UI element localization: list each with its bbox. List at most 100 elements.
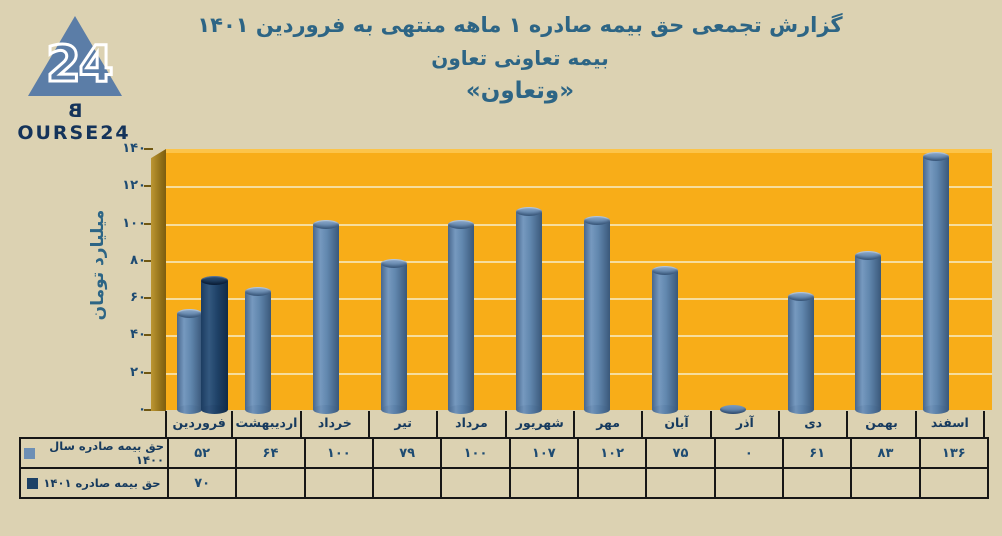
table-value-s2-m12 xyxy=(920,469,987,497)
table-value-s1-m12: ۱۳۶ xyxy=(920,439,987,467)
logo-triangle-icon xyxy=(28,16,122,96)
bar-slot-9 xyxy=(710,149,778,414)
month-label-7: مهر xyxy=(575,411,644,437)
bar-1400-6 xyxy=(516,206,543,415)
table-value-s2-m9 xyxy=(715,469,782,497)
month-label-4: تیر xyxy=(370,411,439,437)
month-label-9: آذر xyxy=(712,411,780,437)
bar-slot-5 xyxy=(438,149,506,415)
y-tick-label: ۰ xyxy=(138,402,146,417)
table-value-s1-m4: ۷۹ xyxy=(374,439,441,467)
table-value-s2-m11 xyxy=(852,469,919,497)
table-value-s1-m5: ۱۰۰ xyxy=(442,439,509,467)
bar-slot-3 xyxy=(303,149,371,415)
y-tick-label: ۴۰ xyxy=(130,327,146,343)
table-value-s2-m2 xyxy=(237,469,304,497)
month-label-10: دی xyxy=(780,411,849,437)
table-value-s2-m3 xyxy=(305,469,372,497)
table-value-s1-m1: ۵۲ xyxy=(169,439,236,467)
table-value-s1-m9: ۰ xyxy=(715,439,782,467)
gridline xyxy=(166,372,992,375)
table-value-s2-m6 xyxy=(510,469,577,497)
bar-1400-10 xyxy=(787,292,814,414)
bourse24-logo: 24 BOURSE24 xyxy=(12,8,136,144)
bar-slot-6 xyxy=(506,149,574,415)
table-value-s1-m3: ۱۰۰ xyxy=(305,439,372,467)
y-tick-mark xyxy=(144,297,153,300)
y-tick-mark xyxy=(144,334,153,337)
legend-marker-icon xyxy=(24,447,35,459)
legend-series-1401: حق بیمه صادره ۱۴۰۱ xyxy=(21,469,167,497)
chart-3d-wall xyxy=(151,149,166,411)
table-value-s1-m11: ۸۳ xyxy=(852,439,919,467)
bar-1400-7 xyxy=(584,215,610,415)
logo-brand-b: B xyxy=(65,100,83,122)
bar-slot-10 xyxy=(778,149,846,414)
month-label-11: بهمن xyxy=(848,411,917,437)
bar-1400-11 xyxy=(855,251,882,414)
bar-1400-12 xyxy=(923,152,950,414)
table-value-s1-m8: ۷۵ xyxy=(647,439,714,467)
bar-slot-2 xyxy=(235,149,303,415)
y-tick-label: ۲۰ xyxy=(130,364,146,380)
table-value-s2-m8 xyxy=(647,469,714,497)
gridline xyxy=(166,223,992,226)
chart-title-line2: بیمه تعاونی تعاون xyxy=(431,46,609,70)
y-tick-label: ۶۰ xyxy=(130,290,146,306)
table-value-s1-m6: ۱۰۷ xyxy=(510,439,577,467)
y-tick-label: ۱۰۰ xyxy=(122,215,146,231)
table-value-s1-m2: ۶۴ xyxy=(237,439,304,467)
logo-brand-rest: OURSE24 xyxy=(17,122,131,144)
bar-1400-2 xyxy=(244,286,271,415)
gridline xyxy=(166,335,992,338)
chart-title-line3: «وتعاون» xyxy=(465,78,575,104)
bar-slot-8 xyxy=(642,149,710,414)
chart-title-line1: گزارش تجمعی حق بیمه صادره ۱ ماهه منتهی ب… xyxy=(197,13,843,37)
bar-slot-11 xyxy=(845,149,913,414)
bar-1400-8 xyxy=(651,266,678,414)
month-row-spacer xyxy=(19,411,165,437)
bar-1400-1 xyxy=(177,309,202,414)
y-tick-label: ۱۴۰ xyxy=(122,141,146,156)
y-tick-mark xyxy=(144,148,153,150)
y-tick-mark xyxy=(144,409,153,411)
bar-slot-7 xyxy=(574,149,642,415)
table-value-s2-m5 xyxy=(442,469,509,497)
month-label-12: اسفند xyxy=(917,411,985,437)
bar-slot-12 xyxy=(913,149,981,414)
x-axis-month-row: فروردین اردیبهشت خرداد تیر مرداد شهریور مهر آبا… xyxy=(19,411,985,437)
table-value-s2-m4 xyxy=(374,469,441,497)
month-label-1: فروردین xyxy=(165,411,234,437)
legend-marker-icon xyxy=(27,477,39,489)
bar-1400-4 xyxy=(380,258,407,415)
table-value-s2-m7 xyxy=(579,469,646,497)
bar-1400-zero-disc xyxy=(719,405,746,414)
y-tick-label: ۸۰ xyxy=(130,252,146,268)
bar-1401-1 xyxy=(201,275,228,414)
y-tick-mark xyxy=(144,259,153,262)
plot-top-bevel xyxy=(166,149,992,153)
bar-1400-5 xyxy=(448,219,475,415)
chart-title-block: گزارش تجمعی حق بیمه صادره ۱ ماهه منتهی ب… xyxy=(150,10,890,106)
y-tick-mark xyxy=(144,371,153,374)
gridline xyxy=(166,186,992,189)
bars-container xyxy=(167,149,981,415)
month-label-5: مرداد xyxy=(438,411,507,437)
data-table: حق بیمه صادره سال ۱۴۰۰ ۵۲ ۶۴ ۱۰۰ ۷۹ ۱۰۰ ۱۰۷ ۱۰۲… xyxy=(19,437,989,499)
logo-24-text: 24 xyxy=(45,34,116,95)
month-label-3: خرداد xyxy=(302,411,370,437)
table-value-s1-m7: ۱۰۲ xyxy=(579,439,646,467)
month-label-2: اردیبهشت xyxy=(233,411,302,437)
y-tick-mark xyxy=(144,222,153,225)
y-tick-label: ۱۲۰ xyxy=(122,178,146,194)
month-label-8: آبان xyxy=(643,411,712,437)
legend-series-1400: حق بیمه صادره سال ۱۴۰۰ xyxy=(21,439,167,467)
bar-1400-3 xyxy=(312,219,339,415)
table-value-s2-m10 xyxy=(784,469,851,497)
table-value-s1-m10: ۶۱ xyxy=(784,439,851,467)
legend-label: حق بیمه صادره سال ۱۴۰۰ xyxy=(49,439,164,467)
bar-slot-4 xyxy=(371,149,439,415)
bar-slot-1 xyxy=(167,149,235,414)
y-tick-mark xyxy=(144,185,153,188)
plot-area xyxy=(166,149,992,410)
